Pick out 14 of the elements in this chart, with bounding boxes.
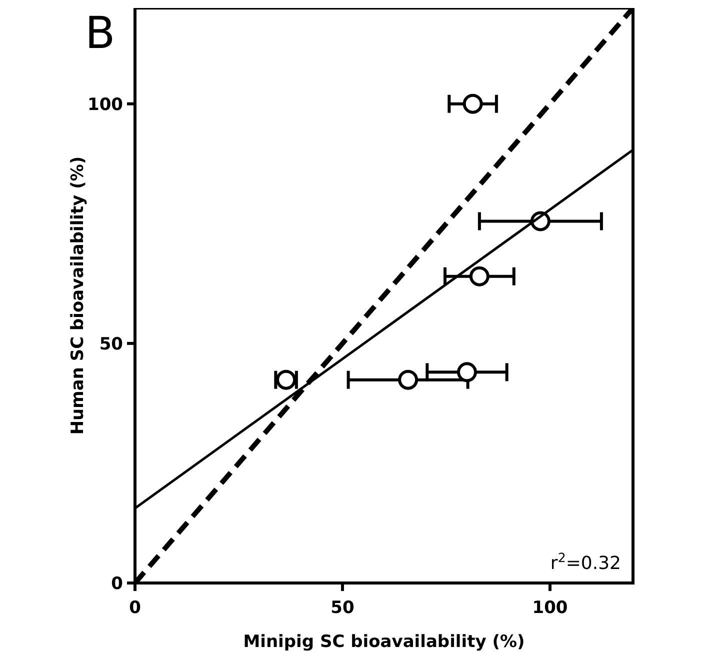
annotation: r$^{2}$=0.32 [550,550,621,574]
point [457,362,477,382]
y-tick-label: 0 [111,574,124,594]
y-axis-title: Human SC bioavailability (%) [68,156,88,435]
x-tick-label: 100 [532,598,568,618]
x-axis-title: Minipig SC bioavailability (%) [243,632,525,652]
y-tick-label: 50 [99,334,124,354]
text: B [85,8,116,59]
x-tick-label: 50 [330,598,354,618]
y-tick-label: 100 [88,94,124,115]
point [462,94,483,114]
point [469,266,490,286]
point [398,370,418,390]
x-tick-label: 0 [129,598,142,618]
